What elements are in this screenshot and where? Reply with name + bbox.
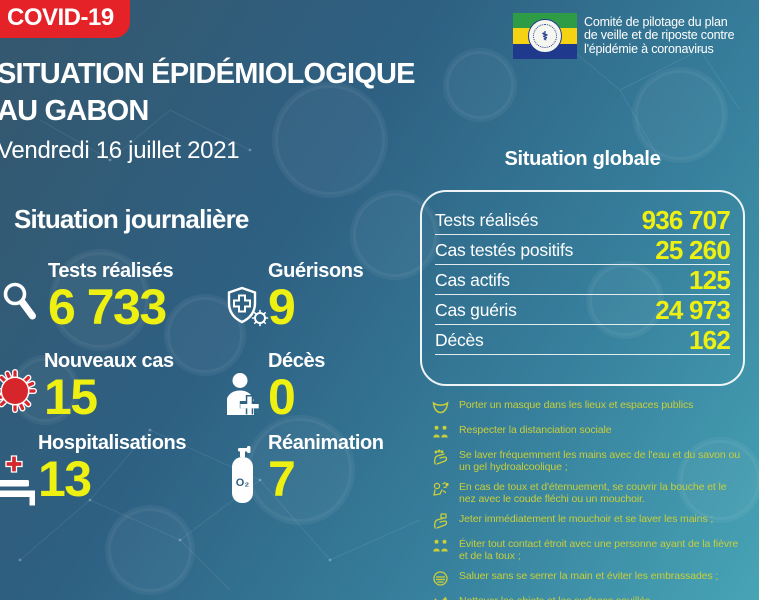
report-date: Vendredi 16 juillet 2021 [0,137,240,164]
row-label: Cas actifs [435,270,510,290]
list-item: Éviter tout contact étroit avec une pers… [432,538,740,562]
stat-guerisons: Guérisons 9 [227,260,364,335]
stat-label: Nouveaux cas [44,350,174,372]
stat-label: Guérisons [268,260,364,282]
hand-washing-icon [432,449,449,466]
svg-text:O₂: O₂ [236,477,250,489]
stat-hospitalisations: Hospitalisations 13 [0,432,187,507]
list-item: Se laver fréquemment les mains avec de l… [432,449,740,473]
no-handshake-icon [432,570,449,587]
row-label: Cas guéris [435,300,517,320]
stat-nouveaux-cas: Nouveaux cas 15 [0,350,174,425]
global-stats-table: Tests réalisés 936 707 Cas testés positi… [420,190,745,386]
covid-banner: COVID-19 [0,0,130,38]
row-value: 162 [689,325,731,355]
stat-reanimation: O₂ Réanimation 7 [232,432,384,507]
stat-value: 0 [268,369,296,425]
stat-value: 13 [38,451,92,507]
person-cross-icon [226,373,263,420]
shield-cross-virus-icon [224,286,270,333]
mask-icon [432,399,449,416]
cough-elbow-icon [432,481,449,498]
committee-name-line1: Comité de pilotage du plan [584,15,728,29]
stat-label: Réanimation [268,432,384,454]
row-value: 936 707 [641,205,731,235]
row-label: Cas testés positifs [435,240,574,260]
table-row: Cas actifs 125 [435,265,731,295]
social-distancing-icon [432,424,449,441]
magnifier-icon [1,282,41,331]
tissue-disposal-icon [432,513,449,530]
oxygen-tank-icon: O₂ [230,446,258,509]
row-value: 25 260 [655,235,731,265]
virus-icon [0,364,42,423]
committee-name: Comité de pilotage du plan de veille et … [584,15,735,56]
page-title-line1: SITUATION ÉPIDÉMIOLOGIQUE [0,58,416,90]
covid-banner-label: COVID-19 [7,4,114,31]
row-label: Décès [435,330,484,350]
clean-surfaces-icon [432,595,449,600]
stat-value: 7 [268,451,296,507]
gabon-flag-logo: ⚕ [513,13,577,59]
committee-emblem: ⚕ [528,19,562,53]
page-title: SITUATION ÉPIDÉMIOLOGIQUE AU GABON Vendr… [0,56,416,165]
table-row: Tests réalisés 936 707 [435,205,731,235]
row-value: 125 [689,265,731,295]
measure-text: Nettoyer les objets et les surfaces soui… [459,595,653,600]
page-title-line2: AU GABON [0,95,149,127]
global-section-title: Situation globale [504,148,661,170]
row-label: Tests réalisés [435,210,539,230]
list-item: Se laver fréquemment les mains avec de l… [432,424,740,441]
stat-label: Hospitalisations [38,432,187,454]
measure-text: Se laver fréquemment les mains avec de l… [459,449,740,473]
daily-section-title: Situation journalière [14,204,249,234]
table-row: Cas testés positifs 25 260 [435,235,731,265]
stat-value: 9 [268,279,296,335]
measure-text: Porter un masque dans les lieux et espac… [459,399,694,411]
list-item: En cas de toux et d'éternuement, se couv… [432,481,740,505]
committee-name-line2: de veille et de riposte contre [584,28,735,43]
committee-emblem-figure: ⚕ [533,24,557,48]
stat-deces: Décès 0 [226,350,325,425]
table-row: Cas guéris 24 973 [435,295,731,325]
measure-text: Saluer sans se serrer la main et éviter … [459,570,719,582]
measure-text: En cas de toux et d'éternuement, se couv… [459,481,727,505]
committee-name-line3: l'épidémie à coronavirus [584,41,714,56]
row-value: 24 973 [655,295,731,325]
stat-value: 15 [44,369,98,425]
table-row: Décès 162 [435,325,731,355]
measure-text: Respecter la distanciation sociale [459,424,612,436]
list-item: Porter un masque dans les lieux et espac… [432,399,740,416]
measure-text: Éviter tout contact étroit avec une pers… [459,538,739,562]
hospital-bed-icon [0,454,44,511]
list-item: Jeter immédiatement le mouchoir et se la… [432,513,740,530]
measure-text: Jeter immédiatement le mouchoir et se la… [459,513,714,525]
stat-tests-realises: Tests réalisés 6 733 [3,260,174,335]
avoid-contact-icon [432,538,449,555]
list-item: Nettoyer les objets et les surfaces soui… [432,595,740,600]
stat-label: Décès [268,350,325,372]
list-item: Saluer sans se serrer la main et éviter … [432,570,740,587]
prevention-measures-list: Porter un masque dans les lieux et espac… [432,399,740,600]
stat-value: 6 733 [48,279,167,335]
stat-label: Tests réalisés [48,260,174,282]
